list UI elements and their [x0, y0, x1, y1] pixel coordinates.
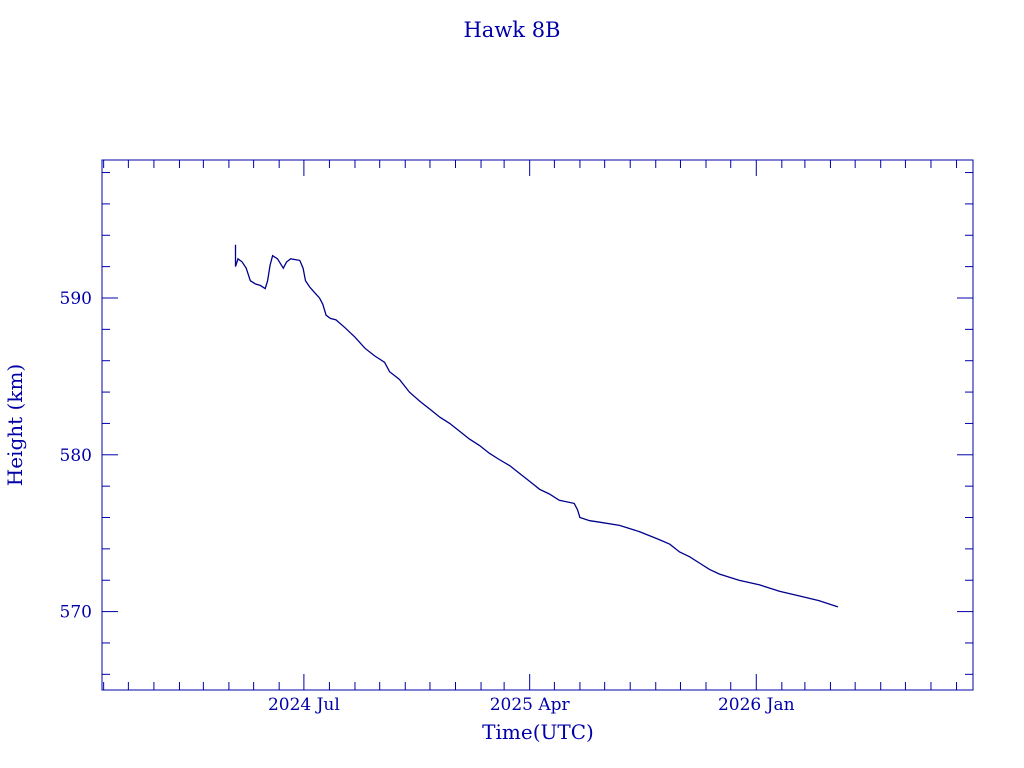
y-tick-label: 580: [60, 446, 92, 466]
x-tick-label: 2026 Jan: [718, 695, 795, 715]
y-tick-label: 570: [60, 603, 92, 623]
tick-labels: 2024 Jul 2025 Apr 2026 Jan 570 580 590: [60, 289, 795, 715]
x-axis-label: Time(UTC): [482, 720, 594, 744]
axis-ticks: [102, 160, 973, 690]
chart-title: Hawk 8B: [463, 18, 560, 42]
x-tick-label: 2024 Jul: [268, 695, 340, 715]
x-tick-label: 2025 Apr: [490, 695, 571, 715]
height-series-line: [234, 244, 839, 608]
plot-frame: [101, 159, 974, 691]
y-tick-label: 590: [60, 289, 92, 309]
y-axis-label: Height (km): [3, 364, 27, 486]
